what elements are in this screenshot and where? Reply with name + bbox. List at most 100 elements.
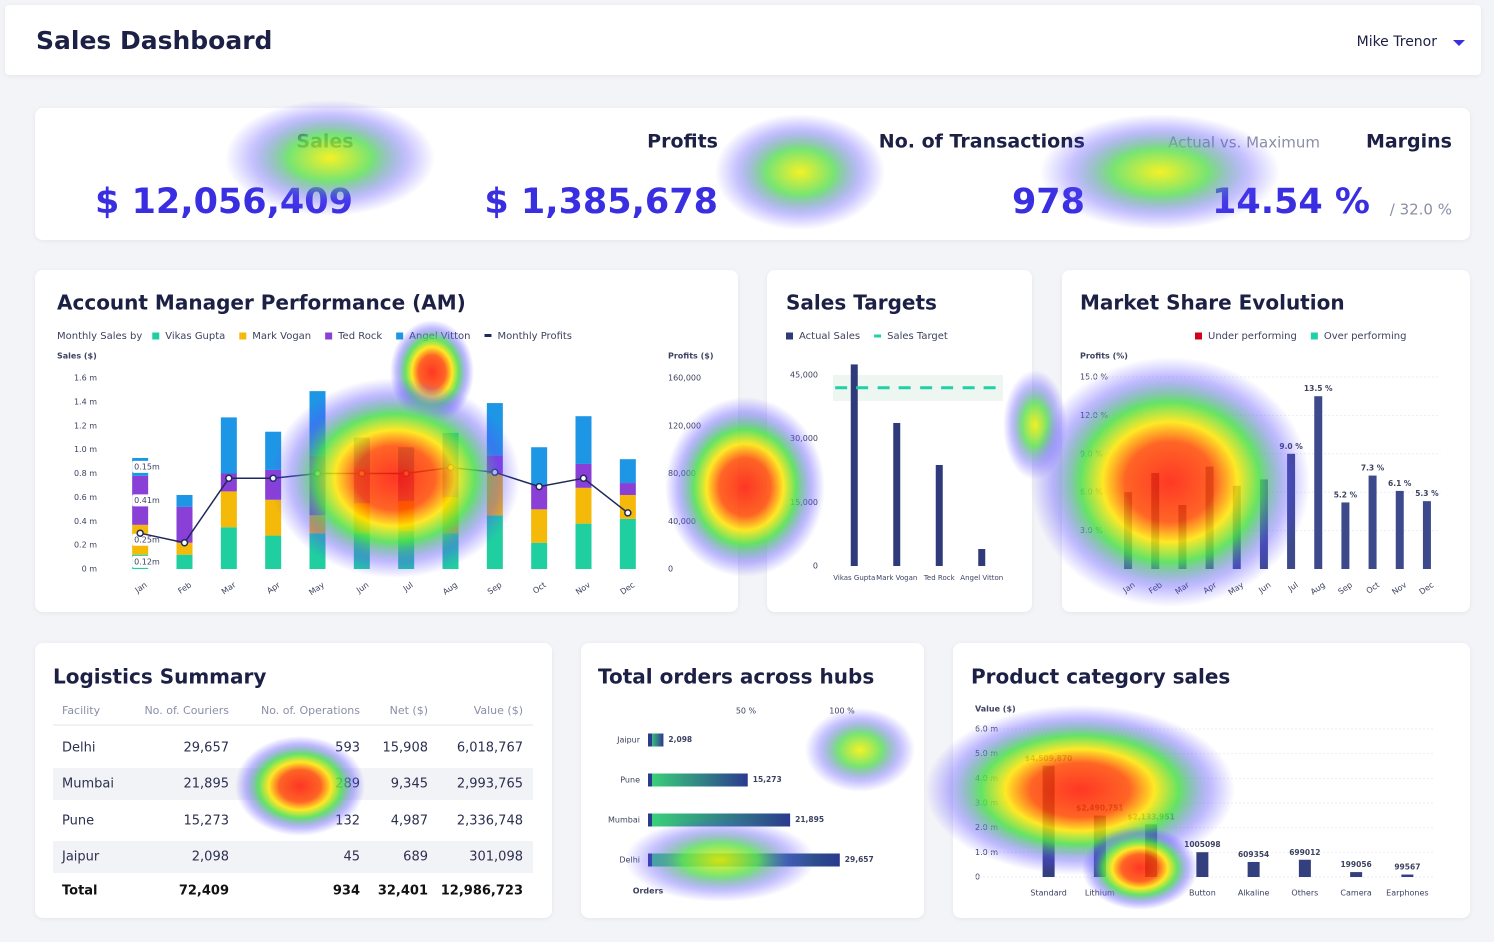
bar-segment [442, 432, 459, 469]
y-tick-label: 1.4 m [74, 397, 97, 406]
x-tick-label: Others [1291, 889, 1318, 898]
column-header: No. of. Couriers [144, 704, 229, 717]
row-stripe [53, 841, 533, 873]
bar [1247, 861, 1260, 877]
kpi-label: Profits [647, 131, 718, 153]
bar-segment [398, 500, 415, 531]
bar-segment [220, 417, 237, 474]
dropdown-caret[interactable] [1453, 40, 1465, 46]
bar-segment [575, 487, 592, 524]
y-tick-label: 1.2 m [74, 421, 97, 430]
user-menu[interactable]: Mike Trenor [1357, 34, 1438, 50]
bar [650, 773, 748, 787]
bar-segment [893, 422, 901, 566]
bar [650, 853, 840, 867]
value-label: 29,657 [845, 855, 874, 864]
bar [1196, 852, 1209, 877]
table-cell: 9,345 [391, 777, 428, 792]
value-label: 6.1 % [1388, 479, 1412, 488]
x-tick-label: Lithium [1085, 889, 1115, 898]
value-label: 0.25m [134, 535, 160, 544]
y-tick-label: 1.0 m [975, 848, 998, 857]
kpi-value: $ 1,385,678 [484, 182, 718, 222]
bar-segment [575, 416, 592, 464]
legend-title: Monthly Sales by [57, 331, 142, 342]
bar-segment [353, 503, 370, 534]
y-tick-label: 45,000 [790, 371, 818, 380]
x-tick-label: 100 % [829, 707, 855, 716]
table-cell: 301,098 [469, 850, 523, 865]
x-tick-label: Standard [1030, 889, 1066, 898]
bar-segment [176, 542, 193, 555]
legend-label: Actual Sales [799, 331, 860, 342]
value-label: 9.0 % [1279, 442, 1303, 451]
bar [650, 733, 664, 747]
table-cell: 132 [335, 814, 360, 829]
y-axis-label: Sales ($) [57, 352, 97, 361]
value-label-box [132, 494, 167, 507]
table-cell: Delhi [62, 741, 95, 756]
line-point [225, 474, 233, 483]
bar-segment [265, 535, 282, 569]
legend-swatch [484, 334, 492, 337]
x-tick-label: Mark Vogan [876, 574, 917, 582]
value-label: 99567 [1394, 863, 1420, 872]
value-label: 0.12m [134, 557, 160, 566]
y-tick-label: Pune [620, 776, 640, 785]
bar-segment [531, 542, 548, 569]
y-tick-label: 15,000 [790, 498, 818, 507]
x-axis-label: Orders [633, 887, 664, 896]
bar [1350, 872, 1363, 877]
table-cell: 32,401 [378, 884, 428, 899]
table-cell: 593 [335, 741, 360, 756]
bar-segment [486, 515, 503, 569]
bar-segment [176, 506, 193, 543]
column-header: Net ($) [390, 704, 428, 717]
bar-start [648, 813, 652, 827]
table-cell: 4,987 [391, 814, 428, 829]
table-cell: 6,018,767 [457, 741, 523, 756]
value-label: 5.2 % [1334, 490, 1358, 499]
line-point [136, 529, 144, 537]
column-header: Value ($) [474, 704, 523, 717]
legend-label: Under performing [1208, 331, 1297, 342]
value-label: $4,509,870 [1025, 754, 1072, 763]
y-tick-label: 5.0 m [975, 749, 998, 758]
y-tick-label: 0.6 m [74, 493, 97, 502]
value-label: 0.41m [134, 496, 160, 505]
legend-label: Sales Target [887, 331, 948, 342]
y-axis-label: Profits (%) [1080, 352, 1128, 361]
bar [1093, 815, 1106, 877]
legend-label: Mark Vogan [252, 331, 311, 342]
column-header: Facility [62, 704, 101, 717]
x-tick-label: Vikas Gupta [833, 574, 875, 582]
bar-segment [442, 497, 459, 534]
bar-segment [353, 533, 370, 569]
legend-label: Vikas Gupta [165, 331, 225, 342]
bar-segment [398, 447, 415, 472]
y2-tick-label: 40,000 [668, 517, 696, 526]
y-tick-label: 1.6 m [74, 374, 97, 383]
legend-label: Over performing [1324, 331, 1407, 342]
table-cell: Total [62, 884, 98, 899]
table-cell: Mumbai [62, 777, 114, 792]
line-point [358, 469, 366, 478]
y-tick-label: Mumbai [608, 816, 640, 825]
y2-tick-label: 160,000 [668, 374, 701, 383]
bar-segment [531, 485, 548, 510]
legend-label: Ted Rock [337, 331, 382, 342]
y-tick-label: 0 [813, 562, 818, 571]
y-tick-label: 0 [975, 873, 980, 882]
bar-segment [619, 494, 636, 519]
line-point [180, 538, 189, 547]
bar-segment [220, 527, 237, 569]
chart-title: Account Manager Performance (AM) [57, 291, 466, 315]
bar [1232, 485, 1241, 569]
table-cell: 2,336,748 [457, 814, 523, 829]
y-tick-label: 6.0 % [1080, 488, 1103, 497]
y-tick-label: 30,000 [790, 434, 818, 443]
value-label: 609354 [1238, 850, 1269, 859]
line-point [624, 509, 632, 517]
bar [1314, 396, 1323, 569]
table-cell: 934 [333, 884, 360, 899]
